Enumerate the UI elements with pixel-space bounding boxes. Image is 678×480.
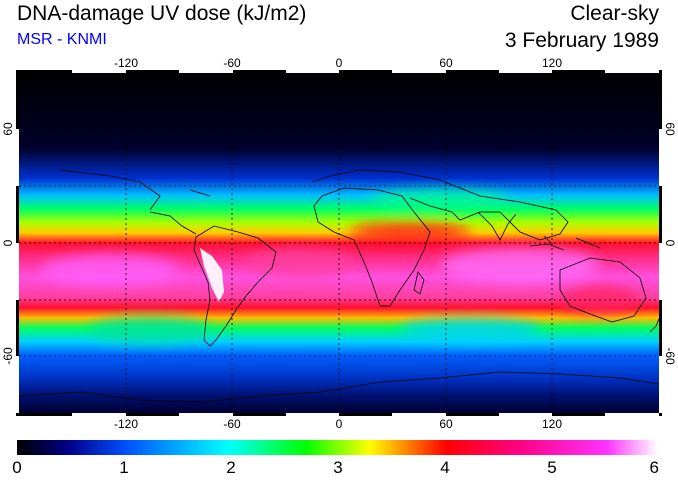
lon-tick-label: -120 (114, 417, 138, 431)
lon-tick-label: 120 (542, 417, 562, 431)
lat-tick-label: -60 (1, 347, 15, 365)
colorbar-label: 0 (12, 458, 22, 477)
lon-tick-label: 60 (439, 417, 453, 431)
data-source-label: MSR - KNMI (17, 31, 107, 48)
colorbar-label: 6 (649, 458, 659, 477)
lon-tick-label: -60 (223, 56, 241, 70)
colorbar-label: 4 (440, 458, 450, 477)
colorbar-label: 3 (333, 458, 343, 477)
lon-tick-label: -60 (223, 417, 241, 431)
graticule (19, 73, 659, 413)
lat-tick-label: 60 (1, 122, 15, 136)
lat-tick-label: 60 (663, 122, 677, 136)
colorbar-label: 1 (119, 458, 129, 477)
sky-condition-label: Clear-sky (570, 2, 659, 25)
lon-tick-label: 120 (542, 56, 562, 70)
lon-tick-label: -120 (114, 56, 138, 70)
colorbar (17, 440, 658, 455)
date-label: 3 February 1989 (504, 29, 659, 52)
lon-tick-label: 0 (336, 56, 343, 70)
lat-ticks-right: 60 0 -60 (663, 122, 677, 365)
lat-tick-label: 0 (663, 240, 677, 247)
colorbar-label: 2 (226, 458, 236, 477)
lat-tick-label: 0 (1, 239, 15, 246)
map-title: DNA-damage UV dose (kJ/m2) (17, 2, 307, 25)
coastlines (19, 169, 659, 403)
lon-tick-label: 0 (336, 417, 343, 431)
lat-tick-label: -60 (663, 347, 677, 365)
lon-ticks-bottom: -120 -60 0 60 120 (114, 417, 562, 431)
colorbar-label: 5 (547, 458, 557, 477)
colorbar-gradient (17, 440, 658, 455)
map-frame (16, 70, 662, 416)
lon-tick-label: 60 (439, 56, 453, 70)
lon-ticks-top: -120 -60 0 60 120 (114, 56, 562, 70)
lat-ticks-left: 60 0 -60 (1, 122, 15, 365)
